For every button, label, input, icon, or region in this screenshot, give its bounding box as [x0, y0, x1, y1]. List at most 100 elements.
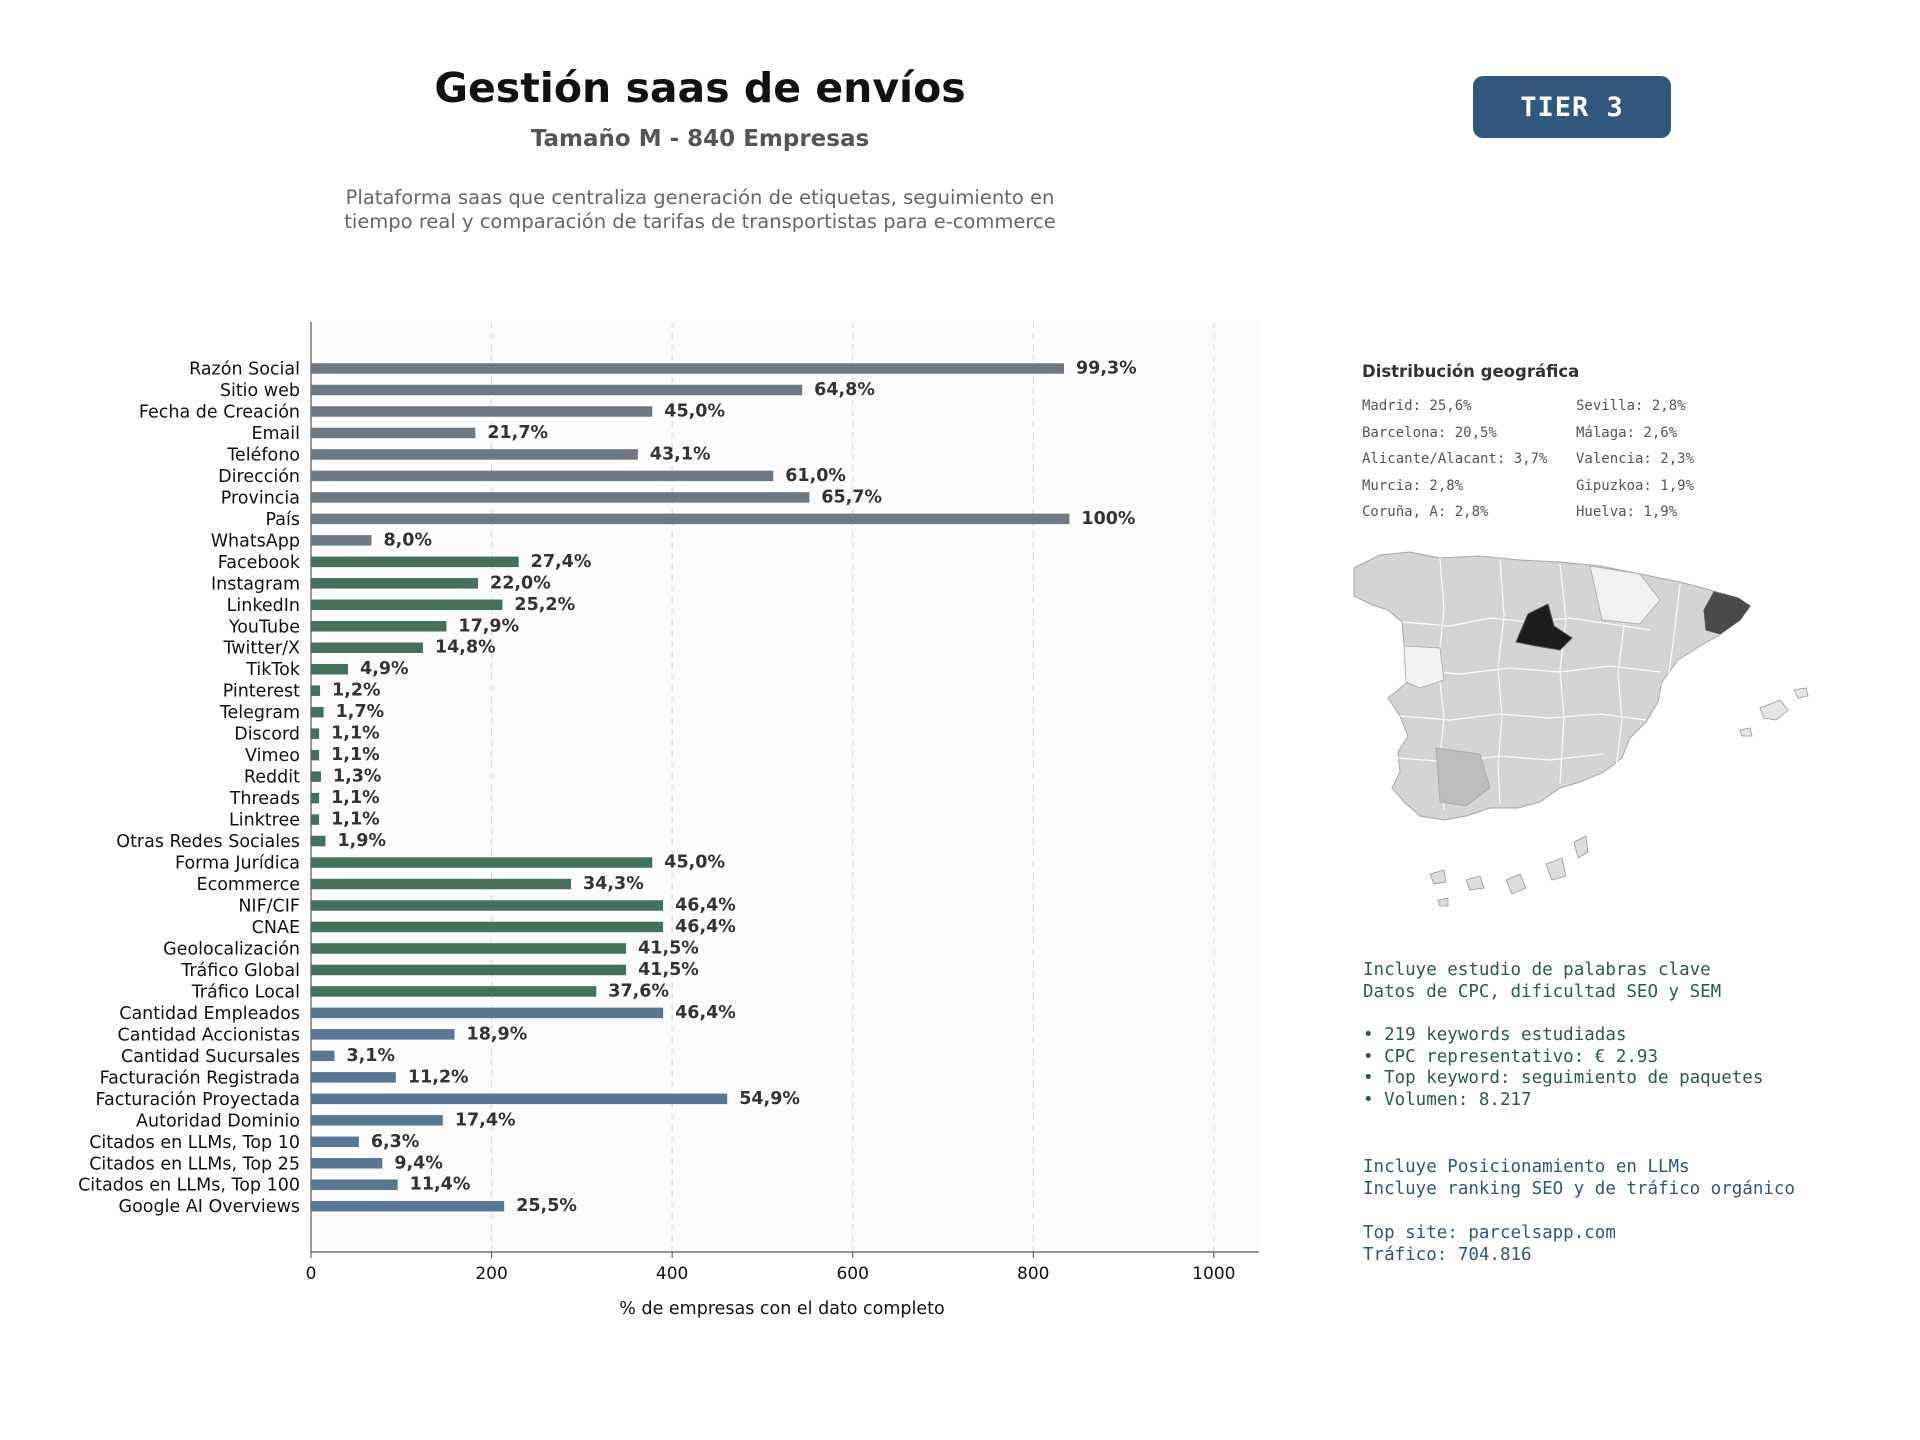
- category-label: Fecha de Creación: [139, 402, 300, 422]
- category-label: Instagram: [211, 574, 300, 594]
- bar: [311, 728, 320, 739]
- category-label: Email: [251, 424, 300, 444]
- geo-item: Madrid: 25,6%: [1362, 398, 1472, 414]
- keywords-line: Incluye estudio de palabras clave: [1363, 960, 1711, 980]
- category-label: Threads: [229, 789, 300, 809]
- category-label: Facebook: [218, 553, 301, 573]
- data-label: 14,8%: [435, 638, 496, 658]
- bar: [311, 470, 774, 482]
- category-label: WhatsApp: [211, 531, 300, 551]
- data-label: 8,0%: [383, 530, 432, 550]
- geo-item: Valencia: 2,3%: [1576, 451, 1695, 467]
- bar: [311, 749, 320, 761]
- bar: [311, 492, 810, 503]
- x-tick-label: 600: [836, 1264, 868, 1284]
- x-tick-label: 0: [306, 1264, 317, 1284]
- bar: [311, 406, 653, 417]
- data-label: 99,3%: [1076, 359, 1137, 379]
- bar: [311, 1007, 664, 1019]
- data-label: 18,9%: [467, 1024, 528, 1044]
- data-label: 41,5%: [638, 960, 699, 980]
- data-label: 100%: [1081, 509, 1135, 529]
- data-label: 1,1%: [331, 724, 380, 744]
- x-tick-label: 200: [475, 1264, 507, 1284]
- map-canarias: [1429, 835, 1589, 907]
- geo-item: Barcelona: 20,5%: [1362, 424, 1497, 441]
- data-label: 17,9%: [458, 616, 519, 636]
- keywords-bullet: • CPC representativo: € 2.93: [1363, 1046, 1659, 1067]
- keywords-bullet: • 219 keywords estudiadas: [1363, 1025, 1627, 1045]
- data-label: 6,3%: [371, 1132, 420, 1152]
- bar: [311, 986, 597, 997]
- category-label: NIF/CIF: [238, 897, 300, 917]
- category-label: Forma Jurídica: [175, 854, 300, 874]
- geo-item: Huelva: 1,9%: [1576, 504, 1678, 520]
- spain-map: [1353, 551, 1809, 907]
- data-label: 43,1%: [650, 444, 711, 464]
- bar: [311, 513, 1070, 525]
- data-label: 46,4%: [675, 896, 736, 916]
- bar: [311, 535, 372, 546]
- bar: [311, 943, 627, 954]
- category-label: Cantidad Empleados: [119, 1004, 300, 1024]
- category-label: Otras Redes Sociales: [116, 832, 300, 852]
- category-label: Razón Social: [189, 360, 300, 380]
- data-label: 45,0%: [664, 401, 725, 421]
- bar: [311, 835, 326, 847]
- bar: [311, 663, 349, 675]
- llm-line: Incluye ranking SEO y de tráfico orgánic…: [1363, 1178, 1795, 1199]
- data-label: 22,0%: [490, 573, 551, 593]
- bar: [311, 1029, 455, 1040]
- map-madrid: [1515, 603, 1573, 651]
- data-label: 65,7%: [821, 487, 882, 507]
- data-label: 25,2%: [514, 595, 575, 615]
- category-label: Geolocalización: [163, 939, 300, 959]
- category-label: Twitter/X: [222, 639, 300, 659]
- llm-line: Incluye Posicionamiento en LLMs: [1363, 1157, 1690, 1177]
- map-baleares: [1739, 687, 1809, 737]
- data-label: 17,4%: [455, 1110, 516, 1130]
- description: Plataforma saas que centraliza generació…: [300, 186, 1100, 234]
- category-label: Ecommerce: [197, 875, 300, 895]
- data-label: 1,1%: [331, 788, 380, 808]
- bar: [311, 1093, 728, 1105]
- data-label: 1,9%: [337, 831, 386, 851]
- x-tick-label: 400: [656, 1264, 688, 1284]
- map-west-light: [1403, 645, 1445, 689]
- description-line: Plataforma saas que centraliza generació…: [345, 186, 1055, 209]
- data-label: 46,4%: [675, 1003, 736, 1023]
- plot-area: [311, 322, 1259, 1252]
- geo-item: Murcia: 2,8%: [1362, 477, 1464, 494]
- top-site-info: Top site: parcelsapp.com Tráfico: 704.816: [1363, 1223, 1616, 1266]
- data-label: 45,0%: [664, 853, 725, 873]
- category-label: Linktree: [229, 811, 300, 831]
- bar: [311, 964, 627, 976]
- category-label: Citados en LLMs, Top 10: [89, 1133, 300, 1153]
- data-label: 1,3%: [333, 767, 382, 787]
- x-tick-label: 800: [1017, 1264, 1049, 1284]
- category-label: CNAE: [252, 918, 300, 938]
- bar: [311, 771, 321, 782]
- keywords-bullet: • Top keyword: seguimiento de paquetes: [1363, 1068, 1764, 1088]
- bar: [311, 621, 447, 632]
- geo-title: Distribución geográfica: [1362, 362, 1580, 381]
- geo-list: Madrid: 25,6% Sevilla: 2,8% Barcelona: 2…: [1362, 398, 1802, 521]
- map-southwest-dark: [1435, 747, 1491, 807]
- keywords-line: Datos de CPC, dificultad SEO y SEM: [1363, 981, 1722, 1002]
- data-label: 34,3%: [583, 874, 644, 894]
- bar: [311, 1158, 383, 1169]
- page-subtitle: Tamaño M - 840 Empresas: [530, 126, 870, 152]
- bar: [311, 384, 803, 396]
- data-label: 1,1%: [331, 810, 380, 830]
- category-label: TikTok: [245, 660, 301, 680]
- bar: [311, 1136, 359, 1148]
- category-label: Dirección: [218, 467, 300, 487]
- description-line: tiempo real y comparación de tarifas de …: [344, 210, 1056, 233]
- bar: [311, 857, 653, 868]
- category-label: Tráfico Local: [191, 982, 300, 1002]
- data-label: 1,2%: [332, 681, 381, 701]
- category-label: Autoridad Dominio: [136, 1111, 300, 1131]
- data-label: 11,2%: [408, 1067, 469, 1087]
- category-label: Sitio web: [220, 381, 300, 401]
